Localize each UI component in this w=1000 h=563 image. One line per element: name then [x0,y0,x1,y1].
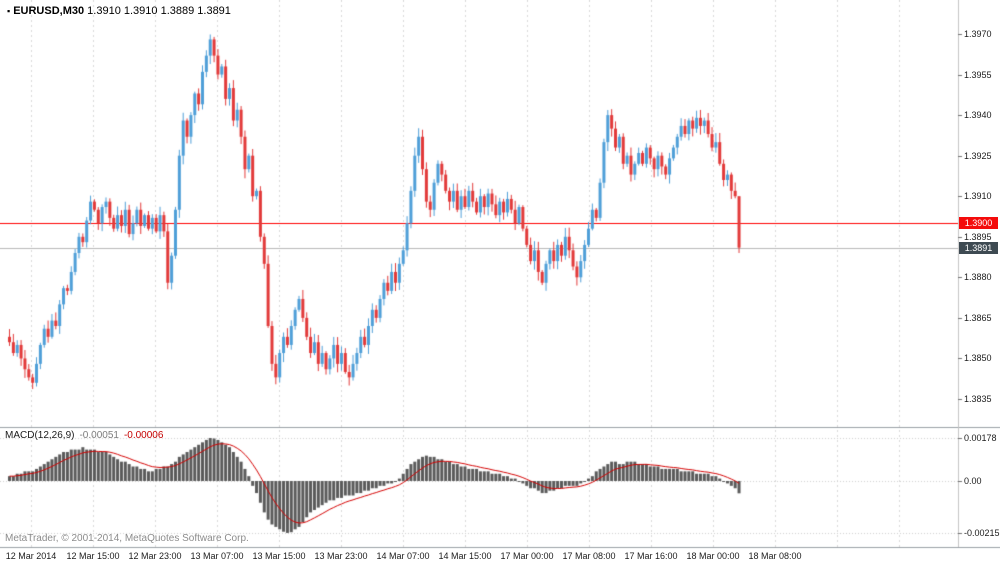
metatrader-credit: MetaTrader, © 2001-2014, MetaQuotes Soft… [5,533,249,544]
macd-axis-label: -0.00215 [964,527,1000,538]
time-axis-label: 14 Mar 15:00 [438,551,492,561]
hline-price-badge: 1.3900 [959,217,998,230]
chart-header: ▪ EURUSD,M30 1.3910 1.3910 1.3889 1.3891 [7,5,231,17]
macd-value-main: -0.00051 [79,430,119,441]
time-axis-label: 13 Mar 23:00 [314,551,368,561]
time-axis-label: 12 Mar 15:00 [66,551,120,561]
symbol-label: EURUSD,M30 [13,5,85,17]
price-axis-label: 1.3865 [964,312,992,323]
chart-symbol-icon: ▪ [7,6,11,16]
price-axis-label: 1.3850 [964,353,992,364]
ohlc-values: 1.3910 1.3910 1.3889 1.3891 [87,5,231,17]
price-axis-label: 1.3940 [964,110,992,121]
time-axis-label: 18 Mar 00:00 [686,551,740,561]
time-axis-label: 13 Mar 15:00 [252,551,306,561]
time-axis-label: 14 Mar 07:00 [376,551,430,561]
macd-axis-label: 0.00178 [964,433,997,443]
macd-name: MACD(12,26,9) [5,430,75,441]
time-axis-label: 18 Mar 08:00 [748,551,802,561]
time-axis-label: 17 Mar 00:00 [500,551,554,561]
macd-axis-label: 0.00 [964,476,982,486]
time-axis-label: 12 Mar 2014 [5,551,57,561]
price-axis-label: 1.3970 [964,29,992,39]
price-axis-label: 1.3910 [964,191,992,202]
macd-indicator-label: MACD(12,26,9) -0.00051 -0.00006 [5,430,163,441]
current-price-badge: 1.3891 [959,241,998,254]
price-axis-label: 1.3835 [964,393,992,404]
time-axis-label: 17 Mar 08:00 [562,551,616,561]
time-axis[interactable]: 12 Mar 2014 12 Mar 15:00 12 Mar 23:00 13 Ma… [0,548,1000,563]
time-axis-label: 17 Mar 16:00 [624,551,678,561]
price-axis-label: 1.3895 [964,231,992,242]
price-axis-label: 1.3880 [964,272,992,283]
price-axis-label: 1.3955 [964,69,992,80]
time-axis-label: 13 Mar 07:00 [190,551,244,561]
price-axis-label: 1.3925 [964,150,992,161]
macd-value-signal: -0.00006 [123,430,164,441]
price-axis[interactable]: 1.3970 1.3955 1.3940 1.3925 1.3910 1.3895 1.38… [958,0,1000,548]
time-axis-label: 12 Mar 23:00 [128,551,182,561]
